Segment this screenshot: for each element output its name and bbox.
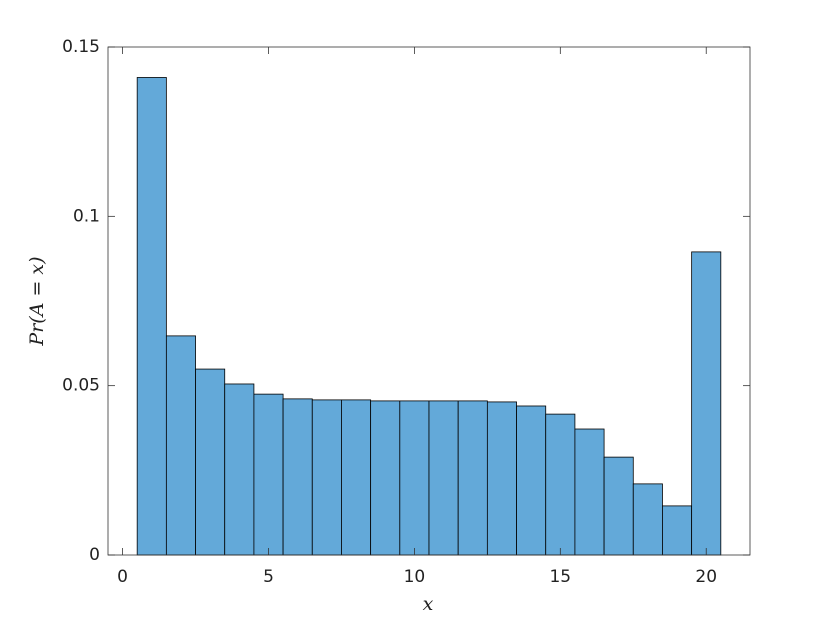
bar <box>399 400 430 556</box>
x-tick-label: 10 <box>404 567 426 587</box>
y-tick-label: 0.05 <box>62 376 100 396</box>
bar <box>632 483 663 556</box>
bar <box>457 400 488 556</box>
bar <box>603 456 634 556</box>
bar <box>195 368 226 556</box>
bar <box>224 383 255 556</box>
bar <box>516 405 547 556</box>
bar <box>486 401 517 556</box>
bar <box>545 413 576 556</box>
y-tick-label: 0.1 <box>73 206 100 226</box>
x-tick-label: 5 <box>263 567 274 587</box>
bar <box>136 77 167 556</box>
bar <box>341 399 372 556</box>
y-tick-label: 0.15 <box>62 37 100 57</box>
bar <box>253 393 284 556</box>
bar <box>574 428 605 556</box>
x-tick-label: 0 <box>117 567 128 587</box>
x-axis-label: x <box>423 593 434 615</box>
y-axis-label: Pr(A = x) <box>26 256 48 346</box>
bar <box>311 399 342 556</box>
bar <box>662 505 693 556</box>
bar <box>165 335 196 556</box>
bar <box>370 400 401 556</box>
bar <box>282 398 313 556</box>
plot-frame <box>107 46 751 556</box>
x-tick-label: 20 <box>695 567 717 587</box>
y-tick-label: 0 <box>89 545 100 565</box>
bar <box>428 400 459 556</box>
bar <box>691 251 722 556</box>
x-tick-label: 15 <box>549 567 571 587</box>
